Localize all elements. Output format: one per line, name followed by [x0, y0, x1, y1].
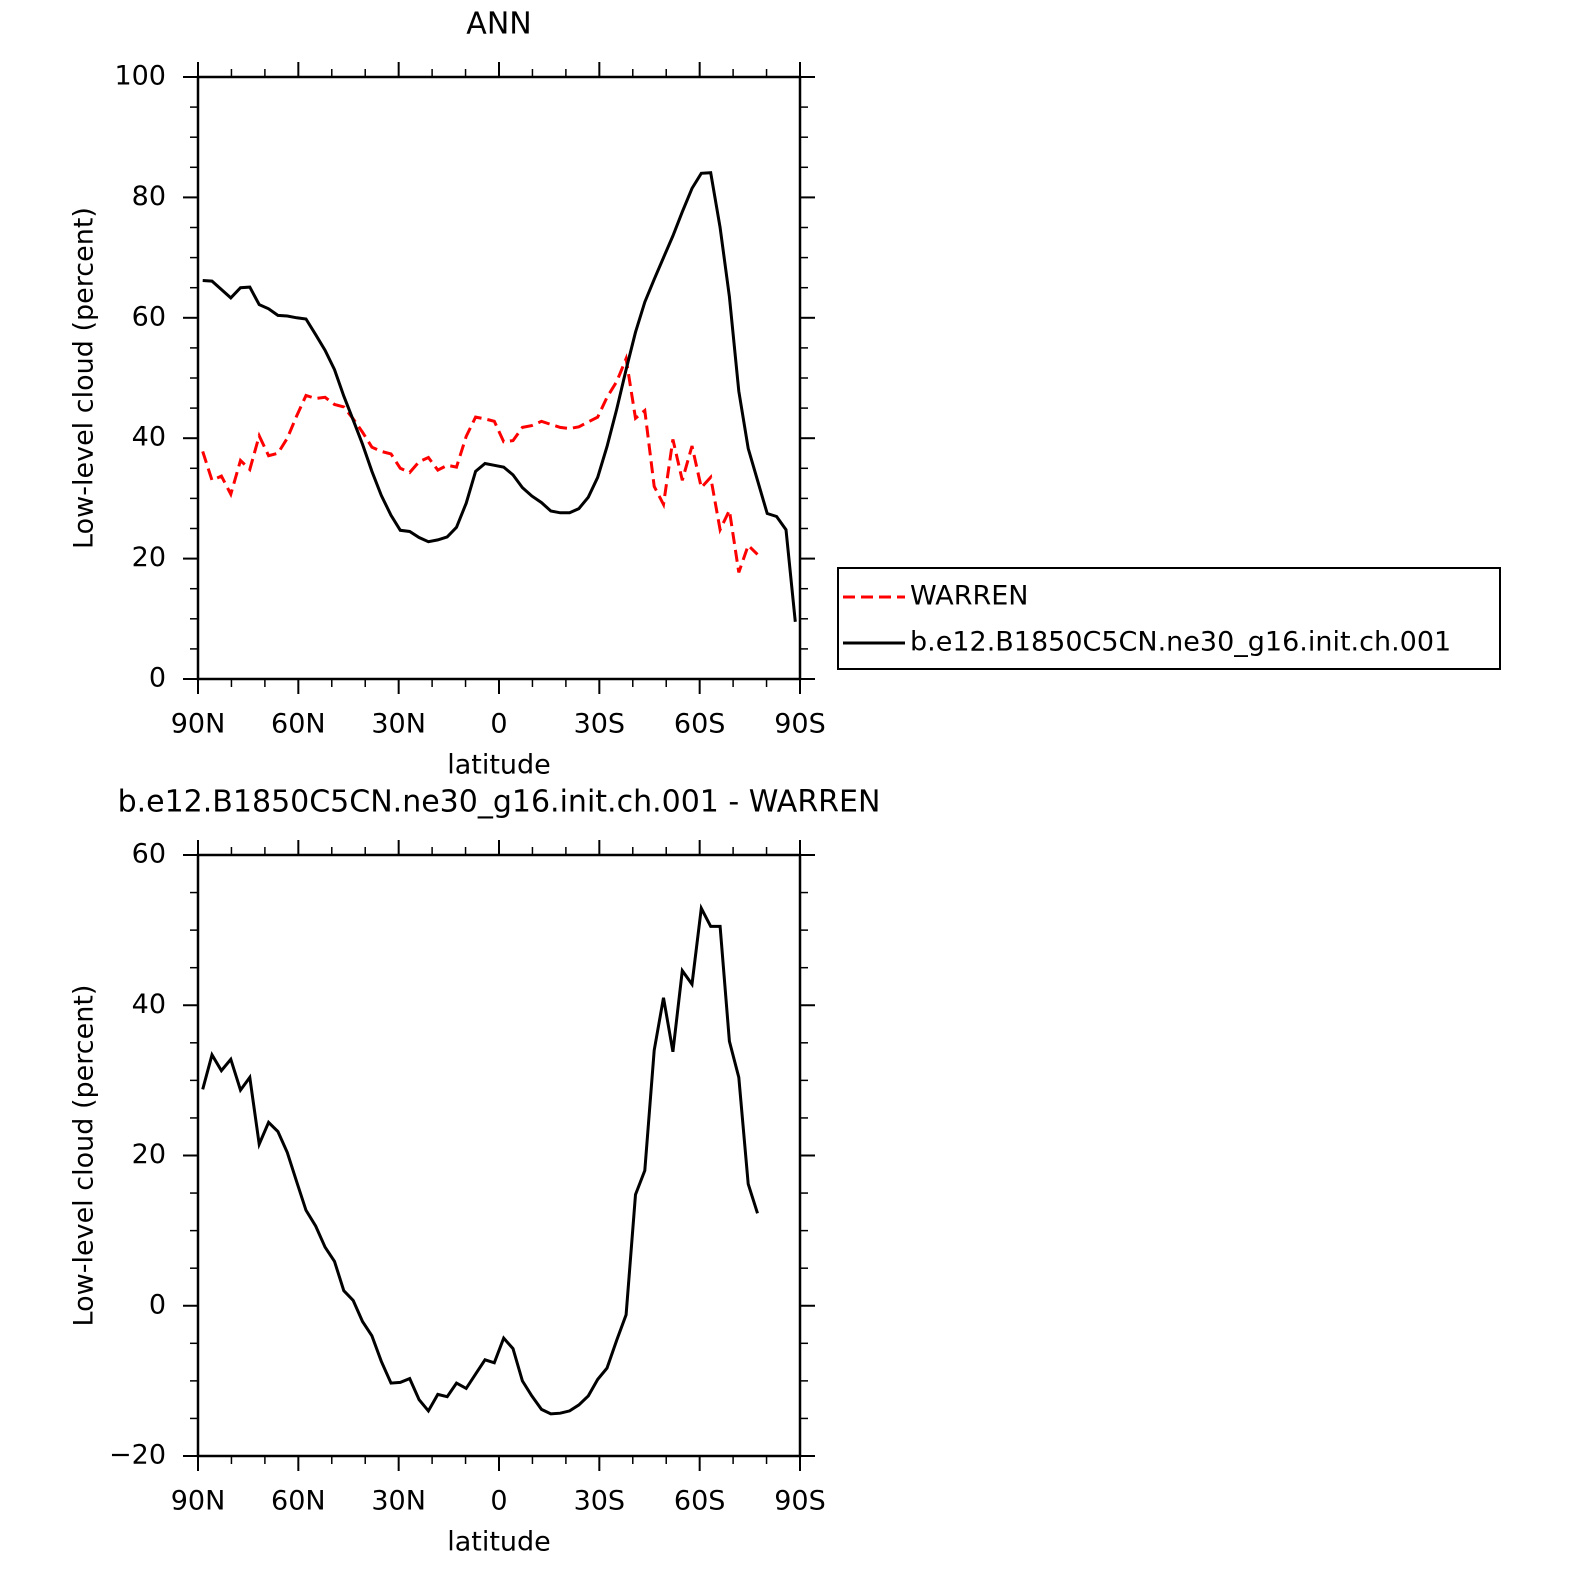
- x-tick-label: 60S: [674, 709, 726, 740]
- x-tick-label: 60S: [674, 1486, 726, 1517]
- x-tick-label: 90S: [774, 1486, 826, 1517]
- y-tick-label: −20: [109, 1440, 166, 1471]
- x-tick-label: 30S: [574, 709, 626, 740]
- legend-box: [837, 567, 1501, 670]
- x-tick-label: 90N: [171, 709, 226, 740]
- y-tick-label: 60: [132, 839, 166, 870]
- y-tick-label: 0: [149, 1289, 166, 1320]
- y-tick-label: 40: [132, 422, 166, 453]
- plot-frame: [196, 853, 802, 1458]
- data-line: [201, 903, 759, 1416]
- y-tick-label: 60: [132, 301, 166, 332]
- y-axis-label: Low-level cloud (percent): [69, 985, 100, 1327]
- y-axis-label: Low-level cloud (percent): [69, 207, 100, 549]
- y-tick-label: 20: [132, 1139, 166, 1170]
- y-tick-label: 80: [132, 181, 166, 212]
- x-tick-label: 30N: [371, 709, 426, 740]
- x-tick-label: 30N: [371, 1486, 426, 1517]
- plot-frame: [196, 75, 802, 681]
- chart-title: ANN: [466, 7, 531, 42]
- x-tick-label: 0: [490, 709, 507, 740]
- x-axis-label: latitude: [447, 1527, 551, 1558]
- chart-title: b.e12.B1850C5CN.ne30_g16.init.ch.001 - W…: [118, 785, 881, 820]
- data-line: [201, 353, 759, 573]
- x-tick-label: 30S: [574, 1486, 626, 1517]
- x-tick-label: 60N: [271, 709, 326, 740]
- x-tick-label: 90N: [171, 1486, 226, 1517]
- legend-label: b.e12.B1850C5CN.ne30_g16.init.ch.001: [910, 627, 1451, 658]
- x-tick-label: 90S: [774, 709, 826, 740]
- y-tick-label: 40: [132, 989, 166, 1020]
- y-tick-label: 100: [114, 61, 166, 92]
- legend-label: WARREN: [910, 581, 1028, 612]
- x-axis-label: latitude: [447, 750, 551, 781]
- y-tick-label: 20: [132, 542, 166, 573]
- x-tick-label: 60N: [271, 1486, 326, 1517]
- data-line: [202, 171, 797, 622]
- x-tick-label: 0: [490, 1486, 507, 1517]
- y-tick-label: 0: [149, 663, 166, 694]
